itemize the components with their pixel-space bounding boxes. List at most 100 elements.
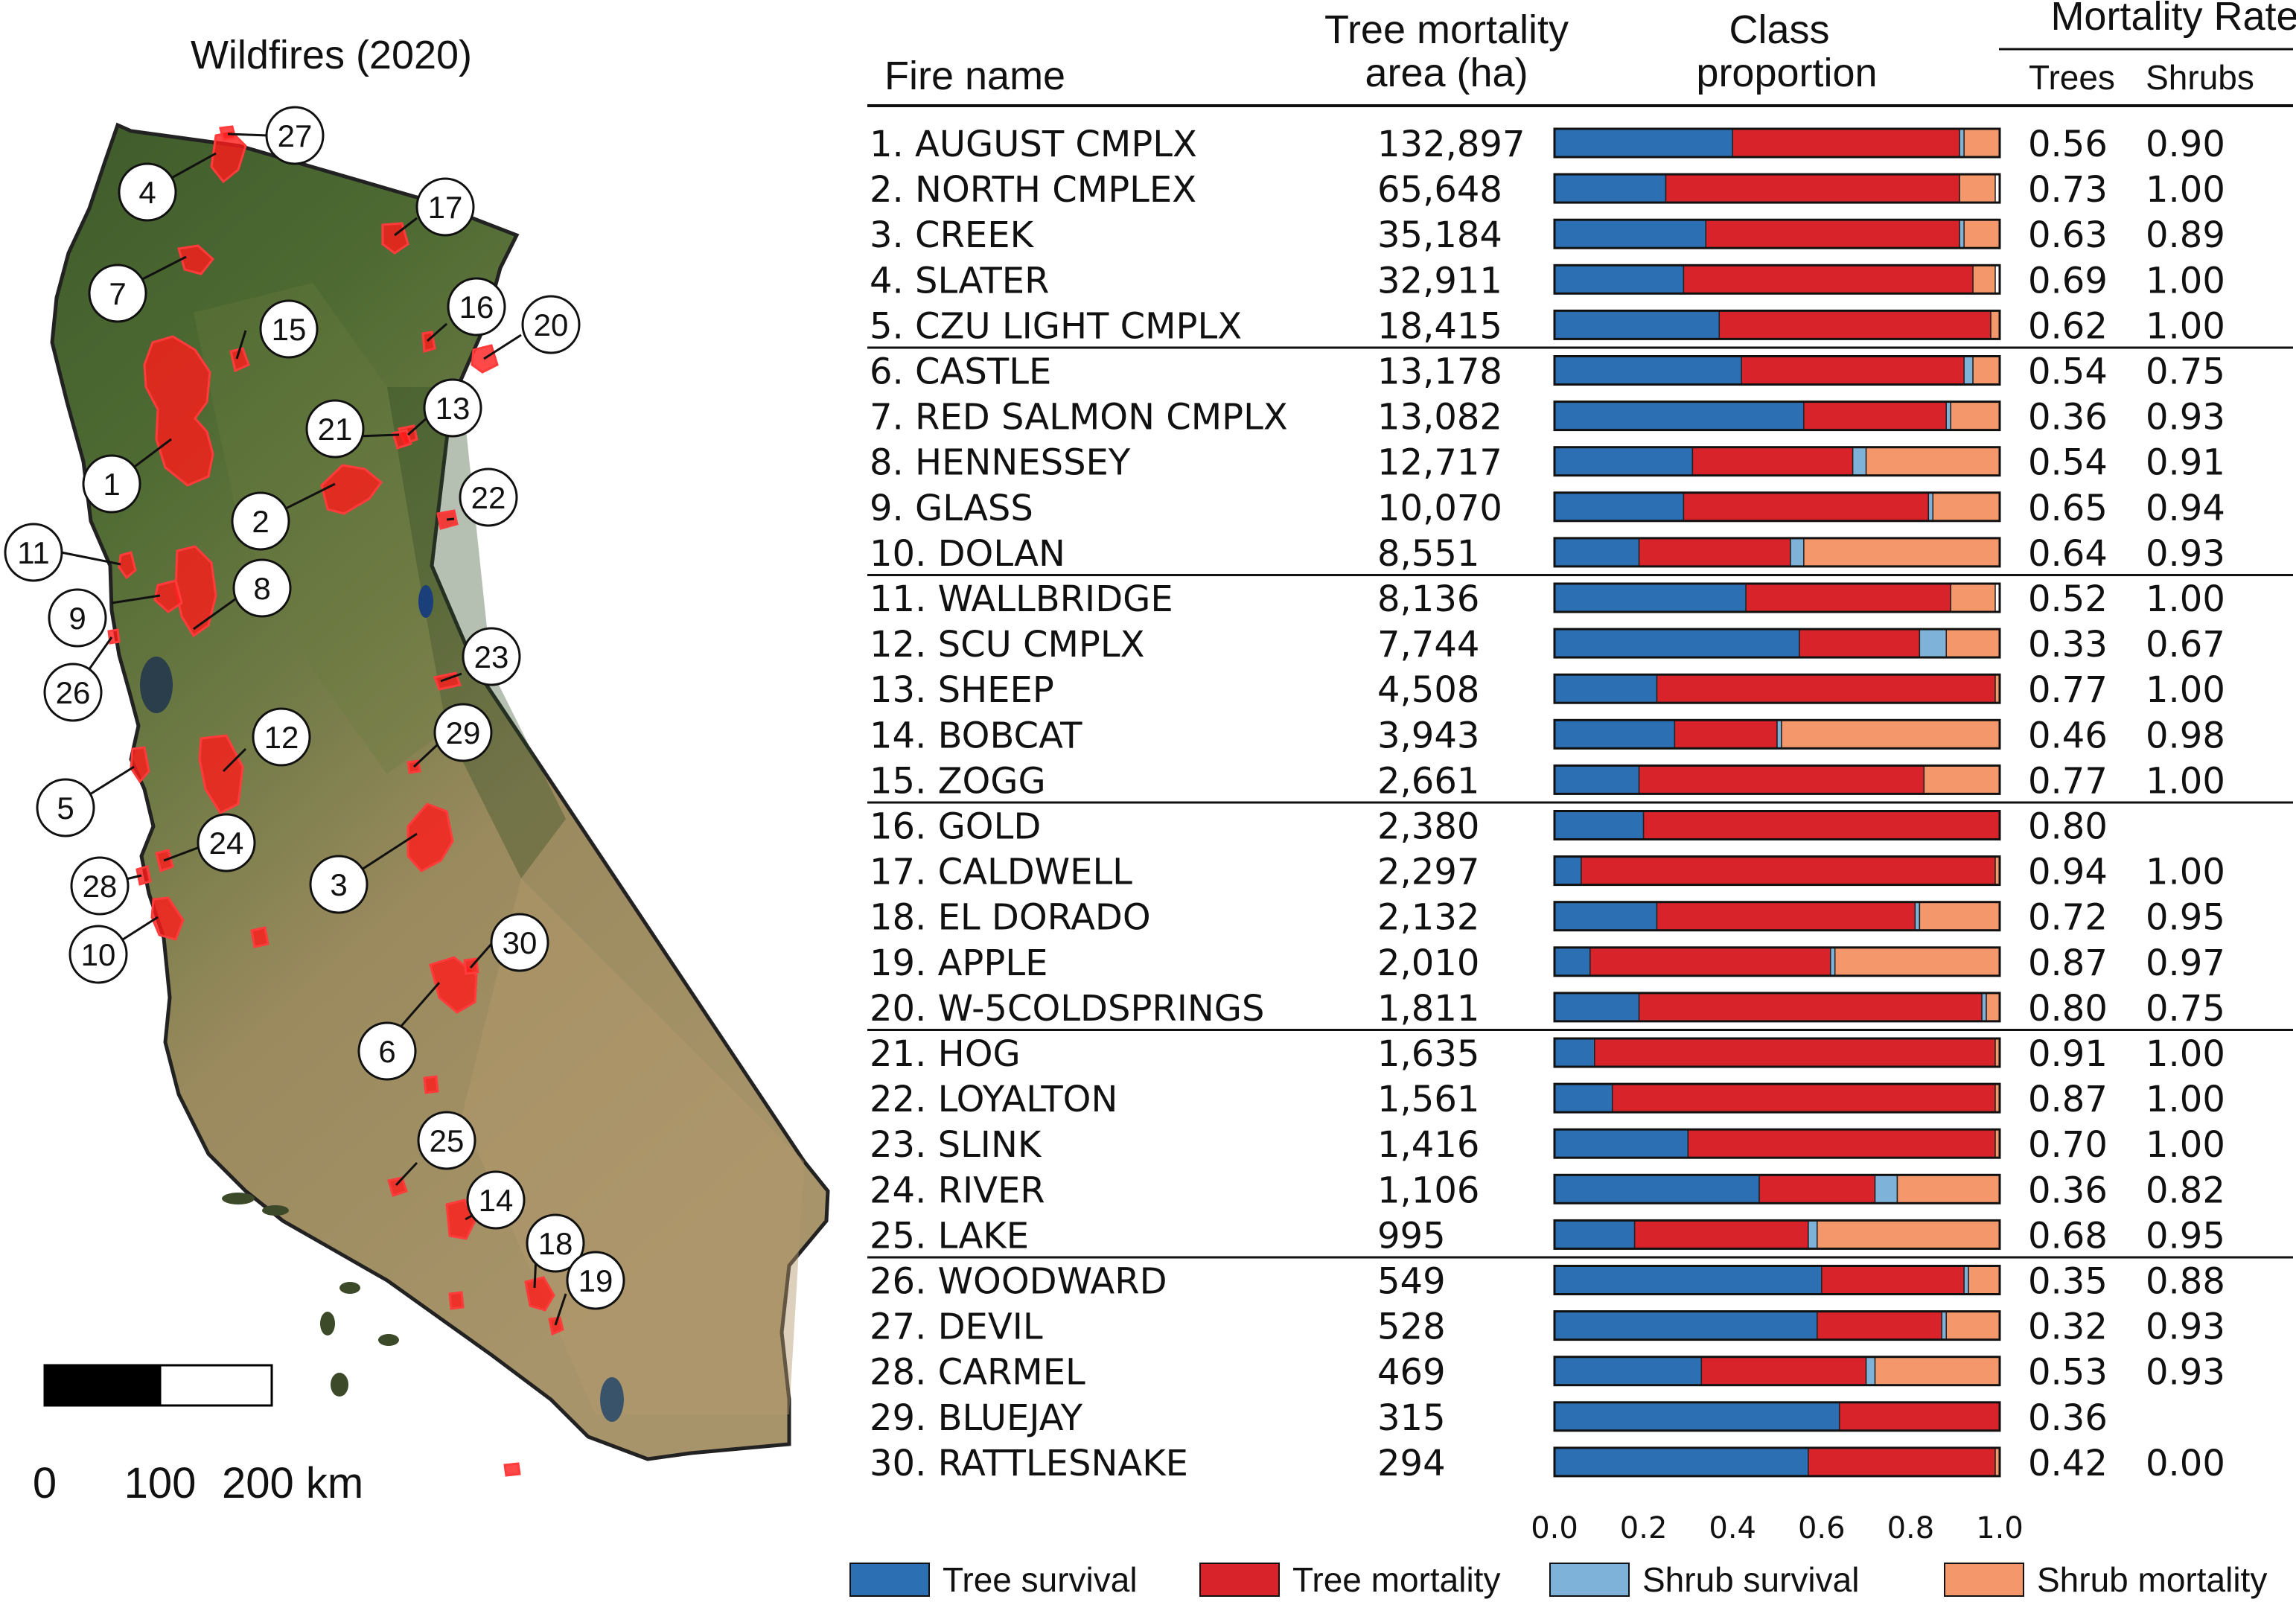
area-value: 469 [1377,1352,1446,1394]
bar-segment-shrub-survival [1927,492,1934,522]
trees-rate-value: 0.62 [2028,305,2108,347]
shrubs-rate-value: 0.88 [2146,1261,2225,1303]
shrubs-rate-value: 1.00 [2146,260,2225,301]
table-row: 6. CASTLE 13,178 0.54 0.75 [870,351,2225,393]
table-row: 10. DOLAN 8,551 0.64 0.93 [870,533,2225,575]
marker-number: 11 [17,535,50,570]
bar-segment-tree-mortality [1705,219,1960,249]
bar-segment-shrub-survival [1963,355,1974,386]
shrubs-rate-value: 0.82 [2146,1169,2225,1211]
bar-segment-shrub-mortality [1990,310,2000,340]
marker-number: 28 [83,869,118,904]
marker-number: 3 [330,867,347,902]
marker-circle [259,299,319,359]
marker-number: 26 [56,675,91,710]
fire-name-label: 1. AUGUST CMPLX [870,124,1197,165]
area-value: 35,184 [1377,214,1502,256]
x-tick-label: 0.6 [1798,1511,1846,1545]
bar-frame [1553,1219,2001,1250]
table-row: 9. GLASS 10,070 0.65 0.94 [870,488,2225,529]
bar-segment-tree-survival [1554,537,1640,567]
table-row: 19. APPLE 2,010 0.87 0.97 [870,942,2225,984]
table-row: 28. CARMEL 469 0.53 0.93 [870,1352,2225,1394]
scale-label-100: 100 [124,1459,197,1507]
area-value: 13,178 [1377,351,1502,393]
marker-number: 30 [503,925,538,960]
shrubs-rate-value: 0.94 [2146,488,2225,529]
area-value: 995 [1377,1215,1446,1257]
marker-circle [466,1170,526,1230]
bar-frame [1553,582,2001,613]
shrubs-rate-value: 0.91 [2146,442,2225,484]
marker-circle [490,913,549,972]
central-valley-shade [194,283,447,774]
california-outline [50,122,830,1461]
trees-rate-value: 0.73 [2028,169,2108,211]
area-value: 65,648 [1377,169,1502,211]
bar-segment-tree-mortality [1799,628,1921,658]
legend-swatch [1549,1563,1630,1597]
legend-entry: Shrub survival [1549,1560,1859,1599]
bar-segment-tree-survival [1554,400,1805,431]
bar-frame [1553,901,2001,932]
area-value: 1,561 [1377,1079,1479,1120]
marker-number: 25 [430,1123,465,1158]
bar-segment-shrub-survival [1776,719,1782,750]
x-tick-label: 0.0 [1531,1511,1578,1545]
bar-frame [1553,537,2001,568]
bar-frame [1553,1037,2001,1068]
fire-marker: 18 [526,1213,585,1273]
trees-rate-value: 0.32 [2028,1306,2108,1348]
bar-segment-shrub-survival [1914,901,1921,931]
group-separators [867,346,2293,1259]
fire-name-label: 30. RATTLESNAKE [870,1443,1188,1484]
bar-segment-tree-survival [1554,583,1747,613]
area-value: 12,717 [1377,442,1502,484]
marker-circle [68,925,128,984]
marker-circle [197,813,256,872]
bar-segment-tree-mortality [1691,446,1854,476]
table-row: 30. RATTLESNAKE 294 0.42 0.00 [870,1443,2225,1484]
area-value: 132,897 [1377,124,1525,165]
bar-segment-tree-mortality [1745,583,1951,613]
header-fire-name: Fire name [884,54,1065,98]
area-value: 2,661 [1377,760,1479,802]
fire-marker: 3 [309,855,369,914]
legend-entry: Tree survival [849,1560,1138,1599]
fire-name-label: 23. SLINK [870,1124,1042,1166]
table-row: 14. BOBCAT 3,943 0.46 0.98 [870,715,2225,756]
bar-frame [1553,764,2001,795]
area-value: 2,297 [1377,852,1479,893]
trees-rate-value: 0.53 [2028,1352,2108,1394]
bar-segment-tree-mortality [1638,992,1983,1022]
trees-rate-value: 0.87 [2028,1079,2108,1120]
table-row: 23. SLINK 1,416 0.70 1.00 [870,1124,2225,1166]
table-row: 12. SCU CMPLX 7,744 0.33 0.67 [870,624,2225,666]
bar-segment-tree-survival [1554,1038,1595,1068]
marker-number: 16 [459,290,494,325]
trees-rate-value: 0.94 [2028,852,2108,893]
table-row: 22. LOYALTON 1,561 0.87 1.00 [870,1079,2225,1120]
trees-rate-value: 0.52 [2028,578,2108,620]
table-row: 29. BLUEJAY 315 0.36 [870,1397,2108,1439]
trees-rate-value: 0.80 [2028,988,2108,1030]
table-row: 7. RED SALMON CMPLX 13,082 0.36 0.93 [870,397,2225,438]
bar-frame [1553,1265,2001,1295]
fire-name-label: 4. SLATER [870,260,1049,301]
x-tick-label: 0.8 [1887,1511,1935,1545]
trees-rate-value: 0.56 [2028,124,2108,165]
marker-circle [88,264,147,323]
header-shrubs: Shrubs [2146,58,2254,97]
bar-segment-tree-mortality [1741,355,1965,386]
fire-name-label: 13. SHEEP [870,669,1054,711]
bar-segment-shrub-mortality [1963,128,2000,158]
shrubs-rate-value: 1.00 [2146,578,2225,620]
bar-segment-tree-mortality [1638,537,1791,567]
shrubs-rate-value: 1.00 [2146,1124,2225,1166]
fire-name-label: 7. RED SALMON CMPLX [870,397,1288,438]
bar-frame [1553,946,2001,977]
marker-circle [459,467,518,527]
shrubs-rate-value: 0.93 [2146,1306,2225,1348]
marker-circle [433,703,493,762]
bar-segment-shrub-survival [1808,1219,1818,1250]
